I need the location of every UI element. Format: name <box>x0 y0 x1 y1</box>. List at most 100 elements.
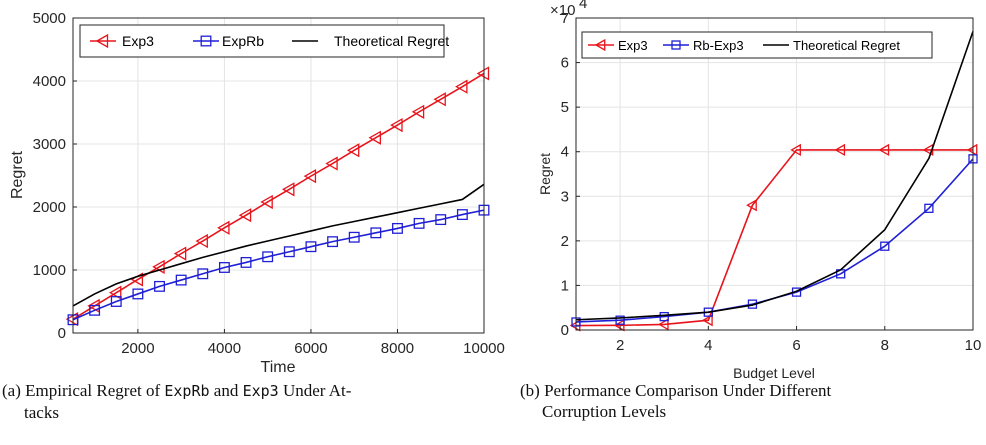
series-point-0-1-4 <box>154 280 165 292</box>
series-point-0-0-9 <box>260 194 273 210</box>
legend-label-0-1: ExpRb <box>222 33 264 49</box>
series-point-1-0-1 <box>613 319 625 332</box>
x-axis-label-1: Budget Level <box>733 365 815 381</box>
legend-marker-0-1 <box>200 35 212 47</box>
series-point-0-0-11 <box>303 169 317 184</box>
series-line-0-2 <box>72 183 485 307</box>
ytick-label-1-4: 4 <box>561 144 569 161</box>
series-point-0-0-10 <box>282 182 295 197</box>
legend-marker-0-0 <box>95 33 109 49</box>
series-point-1-0-7 <box>878 143 890 157</box>
xtick-label-1-1: 4 <box>704 337 712 354</box>
series-point-0-1-6 <box>197 268 209 280</box>
series-line-0-0 <box>72 72 485 320</box>
xtick-label-1-3: 8 <box>881 337 889 354</box>
series-point-1-0-2 <box>657 318 669 331</box>
series-line-0-1 <box>72 209 485 321</box>
ytick-label-0-5: 5000 <box>33 10 66 27</box>
series-point-0-0-2 <box>108 285 122 300</box>
caption-a-mono-exprb: ExpRb <box>164 382 210 400</box>
series-point-0-1-16 <box>413 217 425 229</box>
axes-frame-0 <box>72 17 485 334</box>
series-point-0-0-7 <box>217 220 230 235</box>
xtick-label-0-2: 6000 <box>294 340 327 357</box>
series-point-0-1-15 <box>392 222 403 234</box>
exponent-label-1: ×10 <box>550 2 575 19</box>
series-point-0-1-7 <box>218 262 230 273</box>
series-point-1-1-8 <box>924 203 934 213</box>
series-point-1-1-7 <box>880 241 890 251</box>
ytick-label-1-3: 3 <box>561 188 569 205</box>
series-point-0-1-14 <box>370 227 382 239</box>
caption-b-line1: (b) Performance Comparison Under Differe… <box>520 381 832 400</box>
y-axis-label-1: Regret <box>537 153 553 195</box>
ytick-label-1-2: 2 <box>561 233 569 250</box>
caption-a-text: (a) Empirical Regret of <box>2 381 165 400</box>
legend-label-0-2: Theoretical Regret <box>334 33 449 49</box>
series-point-0-0-16 <box>411 104 425 119</box>
xtick-label-1-2: 6 <box>792 337 800 354</box>
ytick-label-0-2: 2000 <box>33 199 66 216</box>
ytick-label-0-1: 1000 <box>33 262 66 279</box>
series-point-0-0-19 <box>476 66 490 81</box>
caption-a-mono-exp3: Exp3 <box>242 382 279 400</box>
legend-label-1-2: Theoretical Regret <box>793 38 900 53</box>
series-point-1-0-3 <box>702 314 713 327</box>
ytick-label-1-5: 5 <box>561 99 569 116</box>
series-point-1-0-6 <box>834 143 846 157</box>
legend-marker-1-1 <box>671 40 681 50</box>
ytick-label-0-3: 3000 <box>33 136 66 153</box>
legend-box-0 <box>79 24 445 58</box>
ytick-label-1-1: 1 <box>561 277 569 294</box>
caption-a: (a) Empirical Regret of ExpRb and Exp3 U… <box>2 380 502 423</box>
series-point-0-1-13 <box>348 231 360 243</box>
series-point-0-1-5 <box>175 274 187 286</box>
series-point-0-1-3 <box>132 288 144 300</box>
plot-area-0 <box>73 18 484 333</box>
caption-b: (b) Performance Comparison Under Differe… <box>520 380 986 422</box>
series-point-0-0-5 <box>173 246 187 261</box>
xtick-label-0-4: 10000 <box>463 340 505 357</box>
series-point-1-1-2 <box>659 311 669 322</box>
xtick-label-0-0: 2000 <box>121 340 154 357</box>
caption-a-tail: Under At- <box>278 381 352 400</box>
axes-frame-1 <box>575 17 974 331</box>
series-point-0-0-8 <box>238 208 252 223</box>
caption-a-and: and <box>209 381 243 400</box>
series-point-0-0-13 <box>346 143 360 158</box>
series-point-0-0-6 <box>195 233 208 249</box>
ytick-label-1-0: 0 <box>561 322 569 339</box>
ytick-label-0-0: 0 <box>58 325 66 342</box>
plot-area-1 <box>576 18 973 330</box>
caption-a-line2: tacks <box>24 403 59 422</box>
series-point-1-1-1 <box>615 315 625 325</box>
series-point-1-0-9 <box>966 143 978 157</box>
series-point-0-0-15 <box>390 117 403 133</box>
series-point-1-0-4 <box>746 199 757 212</box>
ytick-label-0-4: 4000 <box>33 73 66 90</box>
legend-label-1-0: Exp3 <box>618 38 648 53</box>
exponent-power-1: 4 <box>579 0 587 12</box>
xtick-label-0-3: 8000 <box>381 340 414 357</box>
series-point-0-1-8 <box>240 256 252 268</box>
legend-label-0-0: Exp3 <box>122 33 154 49</box>
series-point-0-1-1 <box>89 304 101 316</box>
caption-b-line2: Corruption Levels <box>542 402 667 421</box>
series-point-0-1-18 <box>456 209 468 221</box>
series-line-1-0 <box>575 149 973 327</box>
legend-box-1 <box>581 31 933 59</box>
ytick-label-1-6: 6 <box>561 55 569 72</box>
x-axis-label-0: Time <box>261 359 296 376</box>
series-point-0-1-11 <box>305 241 317 253</box>
series-point-0-1-12 <box>327 236 339 248</box>
legend-marker-1-0 <box>594 38 606 52</box>
xtick-label-1-0: 2 <box>616 337 624 354</box>
series-line-1-2 <box>575 31 974 321</box>
series-point-0-1-9 <box>262 251 274 263</box>
series-point-0-1-2 <box>110 296 122 307</box>
y-axis-label-0: Regret <box>9 150 26 199</box>
xtick-label-1-4: 10 <box>965 337 982 354</box>
series-point-1-0-5 <box>790 143 801 157</box>
legend-label-1-1: Rb-Exp3 <box>693 38 744 53</box>
